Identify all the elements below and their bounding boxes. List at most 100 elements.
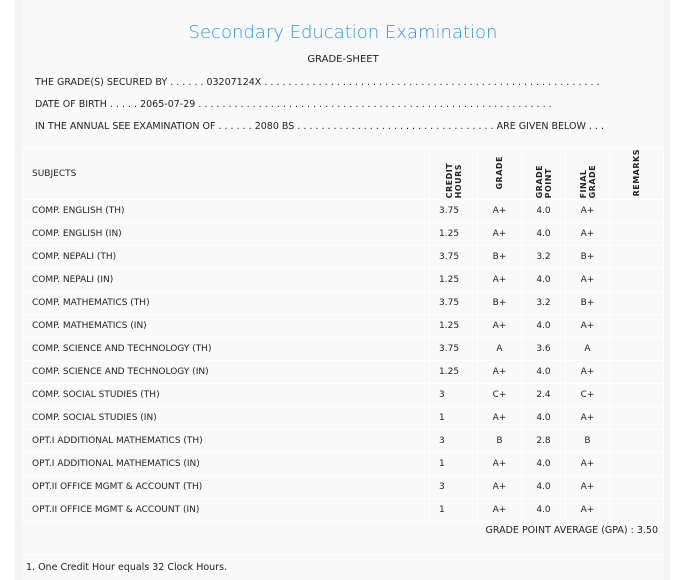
cell-remarks: [609, 498, 664, 523]
cell-grade-point: 4.0: [521, 475, 566, 500]
cell-credit-hours: 3: [429, 429, 478, 454]
table-row: COMP. SCIENCE AND TECHNOLOGY (TH) 3.75 A 3.…: [22, 337, 664, 362]
cell-subject: COMP. SCIENCE AND TECHNOLOGY (TH): [22, 337, 430, 362]
secured-by-line: THE GRADE(S) SECURED BY . . . . . . 0320…: [35, 77, 600, 88]
table-row: OPT.I ADDITIONAL MATHEMATICS (TH) 3 B 2.8 B: [22, 429, 664, 454]
cell-grade-point: 4.0: [521, 360, 566, 385]
cell-credit-hours: 1.25: [429, 268, 478, 293]
cell-remarks: [609, 337, 664, 362]
cell-credit-hours: 3.75: [429, 291, 478, 316]
cell-grade-point: 4.0: [521, 199, 566, 224]
cell-grade: B+: [477, 291, 522, 316]
table-row: COMP. MATHEMATICS (IN) 1.25 A+ 4.0 A+: [22, 314, 664, 339]
cell-grade-point: 3.2: [521, 291, 566, 316]
cell-grade-point: 2.8: [521, 429, 566, 454]
cell-grade: A+: [477, 475, 522, 500]
cell-grade: A+: [477, 314, 522, 339]
cell-grade: A+: [477, 360, 522, 385]
cell-subject: COMP. MATHEMATICS (IN): [22, 314, 430, 339]
cell-grade-point: 4.0: [521, 406, 566, 431]
cell-subject: COMP. ENGLISH (IN): [22, 222, 430, 247]
cell-final-grade: A+: [565, 360, 610, 385]
table-row: COMP. NEPALI (TH) 3.75 B+ 3.2 B+: [22, 245, 664, 270]
cell-grade-point: 3.6: [521, 337, 566, 362]
cell-credit-hours: 3.75: [429, 245, 478, 270]
cell-subject: OPT.II OFFICE MGMT & ACCOUNT (TH): [22, 475, 430, 500]
table-row: COMP. ENGLISH (TH) 3.75 A+ 4.0 A+: [22, 199, 664, 224]
header-credit-hours: CREDIT HOURS: [444, 162, 463, 198]
cell-final-grade: A+: [565, 498, 610, 523]
cell-remarks: [609, 222, 664, 247]
header-grade: GRADE: [495, 155, 504, 190]
table-row: OPT.II OFFICE MGMT & ACCOUNT (IN) 1 A+ 4.0 A…: [22, 498, 664, 523]
cell-remarks: [609, 475, 664, 500]
cell-credit-hours: 3.75: [429, 199, 478, 224]
cell-credit-hours: 1.25: [429, 222, 478, 247]
divider: [22, 554, 664, 555]
cell-grade: B+: [477, 245, 522, 270]
cell-credit-hours: 1.25: [429, 314, 478, 339]
note: 1. One Credit Hour equals 32 Clock Hours…: [26, 562, 228, 573]
cell-grade: A+: [477, 406, 522, 431]
table-row: COMP. ENGLISH (IN) 1.25 A+ 4.0 A+: [22, 222, 664, 247]
grades-table: SUBJECTS CREDIT HOURS GRADE GRADE POINT …: [22, 147, 664, 523]
cell-final-grade: A+: [565, 475, 610, 500]
cell-remarks: [609, 199, 664, 224]
cell-final-grade: A+: [565, 452, 610, 477]
cell-remarks: [609, 429, 664, 454]
cell-final-grade: A+: [565, 268, 610, 293]
page-background: Secondary Education Examination GRADE-SH…: [15, 0, 670, 580]
cell-grade-point: 4.0: [521, 498, 566, 523]
cell-grade-point: 4.0: [521, 452, 566, 477]
table-row: COMP. SOCIAL STUDIES (TH) 3 C+ 2.4 C+: [22, 383, 664, 408]
cell-credit-hours: 3.75: [429, 337, 478, 362]
cell-subject: COMP. ENGLISH (TH): [22, 199, 430, 224]
cell-subject: COMP. SOCIAL STUDIES (TH): [22, 383, 430, 408]
cell-grade: A+: [477, 268, 522, 293]
cell-remarks: [609, 268, 664, 293]
page-title: Secondary Education Examination: [188, 22, 498, 43]
cell-subject: OPT.I ADDITIONAL MATHEMATICS (IN): [22, 452, 430, 477]
cell-credit-hours: 1: [429, 498, 478, 523]
cell-remarks: [609, 383, 664, 408]
grade-sheet: Secondary Education Examination GRADE-SH…: [22, 0, 664, 580]
header-remarks: REMARKS: [632, 149, 641, 197]
cell-remarks: [609, 245, 664, 270]
cell-grade: A: [477, 337, 522, 362]
cell-grade-point: 4.0: [521, 222, 566, 247]
cell-final-grade: B+: [565, 245, 610, 270]
cell-grade: A+: [477, 498, 522, 523]
cell-grade: C+: [477, 383, 522, 408]
cell-remarks: [609, 360, 664, 385]
cell-final-grade: A+: [565, 406, 610, 431]
gpa: GRADE POINT AVERAGE (GPA) : 3.50: [485, 525, 658, 536]
header-grade-point: GRADE POINT: [534, 164, 553, 198]
cell-grade-point: 4.0: [521, 314, 566, 339]
table-row: COMP. MATHEMATICS (TH) 3.75 B+ 3.2 B+: [22, 291, 664, 316]
dob-line: DATE OF BIRTH . . . . . 2065-07-29 . . .…: [35, 99, 552, 110]
table-row: OPT.I ADDITIONAL MATHEMATICS (IN) 1 A+ 4.0 A…: [22, 452, 664, 477]
cell-final-grade: B+: [565, 291, 610, 316]
cell-final-grade: A+: [565, 222, 610, 247]
cell-remarks: [609, 406, 664, 431]
cell-subject: OPT.II OFFICE MGMT & ACCOUNT (IN): [22, 498, 430, 523]
cell-grade: A+: [477, 222, 522, 247]
cell-final-grade: A+: [565, 314, 610, 339]
cell-subject: COMP. SCIENCE AND TECHNOLOGY (IN): [22, 360, 430, 385]
cell-credit-hours: 1.25: [429, 360, 478, 385]
cell-subject: COMP. SOCIAL STUDIES (IN): [22, 406, 430, 431]
exam-line: IN THE ANNUAL SEE EXAMINATION OF . . . .…: [35, 121, 604, 132]
cell-grade-point: 4.0: [521, 268, 566, 293]
cell-subject: COMP. NEPALI (TH): [22, 245, 430, 270]
cell-final-grade: A+: [565, 199, 610, 224]
cell-grade-point: 3.2: [521, 245, 566, 270]
cell-remarks: [609, 452, 664, 477]
cell-grade-point: 2.4: [521, 383, 566, 408]
subtitle: GRADE-SHEET: [307, 54, 379, 65]
table-row: OPT.II OFFICE MGMT & ACCOUNT (TH) 3 A+ 4.0 A…: [22, 475, 664, 500]
cell-final-grade: A: [565, 337, 610, 362]
header-subjects: SUBJECTS: [22, 147, 430, 201]
cell-final-grade: B: [565, 429, 610, 454]
cell-subject: COMP. NEPALI (IN): [22, 268, 430, 293]
header-final-grade: FINAL GRADE: [578, 164, 597, 198]
